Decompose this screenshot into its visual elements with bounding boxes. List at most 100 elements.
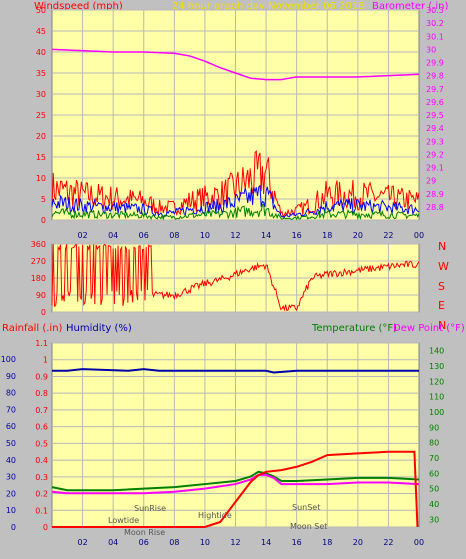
direction-tick-label: 0	[41, 308, 46, 317]
direction-label-w: W	[438, 260, 449, 273]
rain-tick-label: 0.1	[35, 506, 48, 515]
barometer-tick-label: 29.3	[426, 137, 444, 146]
time-tick-label: 18	[322, 231, 332, 240]
windspeed-tick-label: 25	[36, 111, 46, 120]
humidity-tick-label: 0	[11, 523, 16, 532]
temperature-axis-title: Temperature (°F)	[311, 323, 397, 334]
time-tick-label: 02	[77, 231, 87, 240]
rain-tick-label: 0.4	[35, 456, 48, 465]
time-tick-label: 04	[108, 538, 118, 547]
direction-tick-label: 180	[31, 274, 46, 283]
barometer-line	[51, 48, 420, 81]
barometer-tick-label: 28.8	[426, 203, 444, 212]
sunrise-label: SunRise	[134, 504, 166, 513]
rain-tick-label: 0.5	[35, 439, 48, 448]
time-tick-label: 20	[353, 231, 363, 240]
windspeed-tick-label: 50	[36, 6, 46, 15]
time-tick-label: 12	[230, 538, 240, 547]
barometer-tick-label: 29.5	[426, 111, 444, 120]
time-tick-label: 02	[77, 538, 87, 547]
barometer-tick-label: 28.9	[426, 190, 444, 199]
time-tick-label: 08	[169, 538, 179, 547]
wind-low-line	[51, 203, 420, 221]
sunset-label: SunSet	[292, 503, 320, 512]
time-tick-label: 06	[139, 538, 149, 547]
temperature-tick-label: 60	[429, 469, 439, 478]
temperature-tick-label: 100	[429, 408, 444, 417]
wind-average-line	[51, 184, 420, 218]
wind-barometer-chart: 0 5 10 15 20 25 30 35 40 45 50 28.8 28.9 29 29.1 29.2 29…	[36, 6, 444, 240]
humidity-tick-label: 60	[6, 422, 16, 431]
temperature-line	[51, 470, 420, 492]
barometer-tick-label: 29.9	[426, 59, 444, 68]
barometer-tick-label: 29.6	[426, 98, 444, 107]
time-tick-label: 10	[200, 538, 210, 547]
temperature-tick-label: 30	[429, 515, 439, 524]
moonrise-label: Moon Rise	[124, 528, 165, 537]
temperature-tick-label: 110	[429, 393, 444, 402]
time-tick-label: 22	[383, 538, 393, 547]
time-tick-label: 10	[200, 231, 210, 240]
direction-label-n-top: N	[438, 240, 446, 253]
windspeed-tick-label: 10	[36, 174, 46, 183]
rain-tick-label: 0.9	[35, 372, 48, 381]
windspeed-tick-label: 20	[36, 132, 46, 141]
barometer-tick-label: 29.8	[426, 72, 444, 81]
humidity-tick-label: 80	[6, 389, 16, 398]
direction-tick-label: 360	[31, 240, 46, 249]
temperature-tick-label: 40	[429, 500, 439, 509]
windspeed-tick-label: 35	[36, 69, 46, 78]
time-tick-label: 14	[261, 538, 271, 547]
rain-tick-label: 1.1	[35, 339, 48, 348]
direction-tick-label: 270	[31, 257, 46, 266]
temperature-tick-label: 140	[429, 347, 444, 356]
windspeed-tick-label: 15	[36, 153, 46, 162]
time-tick-label: 06	[139, 231, 149, 240]
temperature-tick-label: 70	[429, 454, 439, 463]
windspeed-tick-label: 30	[36, 90, 46, 99]
humidity-tick-label: 100	[1, 355, 16, 364]
time-tick-label: 04	[108, 231, 118, 240]
rain-tick-label: 1	[43, 356, 48, 365]
humidity-line	[52, 368, 419, 374]
humidity-tick-label: 20	[6, 489, 16, 498]
windspeed-tick-label: 5	[41, 195, 46, 204]
rain-tick-label: 0.2	[35, 490, 48, 499]
barometer-tick-label: 29.7	[426, 85, 444, 94]
windspeed-axis-title: Windspeed (mph)	[34, 1, 123, 12]
humidity-tick-label: 30	[6, 473, 16, 482]
humidity-tick-label: 90	[6, 372, 16, 381]
barometer-tick-label: 30.3	[426, 6, 444, 15]
temperature-tick-label: 90	[429, 423, 439, 432]
direction-label-e: E	[438, 299, 445, 312]
time-tick-label: 22	[383, 231, 393, 240]
hightide-label: Hightide	[198, 511, 232, 520]
barometer-tick-label: 30.2	[426, 19, 444, 28]
rainfall-line	[52, 450, 419, 528]
windspeed-tick-label: 40	[36, 48, 46, 57]
rain-tick-label: 0.7	[35, 406, 48, 415]
time-tick-label: 16	[292, 231, 302, 240]
time-tick-label: 00	[414, 538, 424, 547]
rain-tick-label: 0	[43, 523, 48, 532]
barometer-tick-label: 29.1	[426, 164, 444, 173]
wind-direction-chart: 0 90 180 270 360	[31, 240, 420, 317]
time-tick-label: 20	[353, 538, 363, 547]
moonset-label: Moon Set	[290, 522, 327, 531]
barometer-axis-title: Barometer (.in)	[372, 1, 448, 12]
humidity-axis-title: Humidity (%)	[66, 323, 132, 334]
barometer-tick-label: 30.1	[426, 32, 444, 41]
windspeed-tick-label: 45	[36, 27, 46, 36]
direction-tick-label: 90	[36, 291, 46, 300]
time-tick-label: 18	[322, 538, 332, 547]
humidity-tick-label: 70	[6, 405, 16, 414]
temperature-tick-label: 130	[429, 362, 444, 371]
rain-tick-label: 0.3	[35, 473, 48, 482]
barometer-tick-label: 29.4	[426, 124, 444, 133]
temperature-tick-label: 80	[429, 439, 439, 448]
temperature-tick-label: 50	[429, 485, 439, 494]
time-tick-label: 00	[414, 231, 424, 240]
graph-title: 24 hour graph day November 06 2018	[172, 1, 365, 12]
